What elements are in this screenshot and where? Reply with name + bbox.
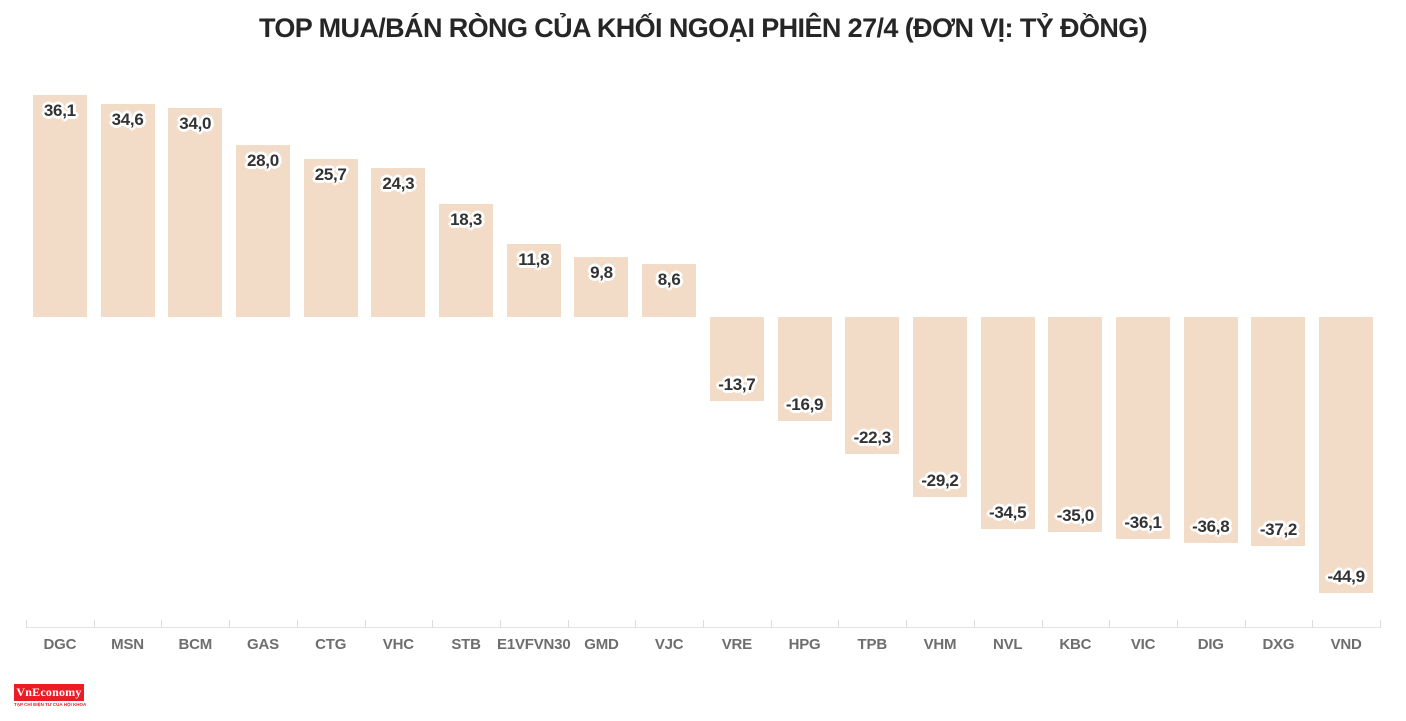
value-label-dgc: 36,1 — [43, 100, 76, 120]
bar-e1vfvn30 — [506, 244, 561, 317]
x-axis-tick — [229, 620, 231, 628]
category-label-tpb: TPB — [857, 636, 888, 653]
x-axis-tick — [1109, 620, 1111, 628]
bar-nvl — [980, 317, 1035, 530]
bar-dxg — [1251, 317, 1306, 546]
bar-tpb — [845, 317, 900, 455]
x-axis-tick — [770, 620, 772, 628]
category-label-vnd: VND — [1330, 636, 1362, 653]
value-label-vhc: 24,3 — [382, 173, 415, 193]
bar-gas — [235, 144, 290, 317]
category-label-e1vfvn30: E1VFVN30 — [497, 636, 571, 653]
category-label-stb: STB — [451, 636, 481, 653]
category-label-nvl: NVL — [992, 636, 1023, 653]
value-label-vhm: -29,2 — [921, 470, 959, 490]
value-label-vre: -13,7 — [718, 375, 756, 395]
x-axis-tick — [1041, 620, 1043, 628]
x-axis-tick — [1380, 620, 1381, 628]
bar-kbc — [1048, 317, 1103, 533]
bar-vre — [709, 317, 764, 402]
bar-vhm — [912, 317, 967, 497]
bar-gmd — [574, 256, 629, 317]
value-label-gas: 28,0 — [246, 150, 279, 170]
value-label-nvl: -34,5 — [989, 503, 1027, 523]
x-axis-tick — [93, 620, 95, 628]
value-label-e1vfvn30: 11,8 — [518, 250, 550, 270]
value-label-dxg: -37,2 — [1259, 519, 1298, 539]
value-label-bcm: 34,0 — [179, 113, 212, 133]
x-axis-tick — [567, 620, 569, 628]
category-label-vre: VRE — [721, 636, 752, 653]
vneconomy-logo-tagline: TẠP CHÍ ĐIỆN TỬ CỦA HỘI KHOA HỌC KINH TẾ… — [14, 702, 86, 707]
category-label-gmd: GMD — [584, 636, 619, 653]
x-axis-tick — [838, 620, 840, 628]
bar-stb — [439, 204, 494, 317]
value-label-kbc: -35,0 — [1056, 506, 1095, 526]
value-label-hpg: -16,9 — [785, 394, 824, 414]
category-label-kbc: KBC — [1059, 636, 1092, 653]
bar-ctg — [303, 158, 358, 317]
x-axis-tick — [1244, 620, 1246, 628]
bar-vhc — [371, 167, 426, 317]
x-axis-tick — [26, 620, 27, 628]
value-label-gmd: 9,8 — [590, 262, 613, 282]
value-label-vnd: -44,9 — [1327, 567, 1366, 587]
bar-bcm — [168, 107, 223, 317]
bar-vnd — [1319, 317, 1374, 594]
value-label-vjc: 8,6 — [657, 270, 681, 290]
bar-hpg — [777, 317, 832, 421]
x-axis-tick — [906, 620, 908, 628]
x-axis-tick — [296, 620, 298, 628]
bar-dgc — [32, 94, 87, 317]
x-axis-tick — [364, 620, 366, 628]
value-label-stb: 18,3 — [450, 210, 482, 230]
value-label-msn: 34,6 — [111, 110, 144, 130]
x-axis-tick — [703, 620, 704, 628]
category-label-vhm: VHM — [923, 636, 957, 653]
x-axis-tick — [161, 620, 163, 628]
x-axis-tick — [1176, 620, 1178, 628]
x-axis-tick — [432, 620, 434, 628]
category-label-msn: MSN — [111, 636, 144, 653]
x-axis-tick — [499, 620, 501, 628]
bar-msn — [100, 104, 155, 317]
vneconomy-logo-box: VnEconomy — [14, 684, 84, 701]
category-label-gas: GAS — [246, 636, 279, 653]
bar-dig — [1183, 317, 1238, 544]
value-label-vic: -36,1 — [1124, 513, 1162, 532]
category-label-dig: DIG — [1197, 636, 1224, 653]
category-label-vjc: VJC — [654, 636, 684, 653]
category-label-dxg: DXG — [1262, 636, 1295, 653]
bar-vic — [1116, 317, 1171, 539]
x-axis-tick — [973, 620, 975, 628]
category-label-vic: VIC — [1130, 636, 1156, 653]
category-label-ctg: CTG — [315, 636, 347, 653]
value-label-tpb: -22,3 — [853, 428, 892, 448]
chart-title: TOP MUA/BÁN RÒNG CỦA KHỐI NGOẠI PHIÊN 27… — [258, 13, 1148, 43]
bar-vjc — [642, 264, 697, 317]
category-label-bcm: BCM — [178, 636, 213, 653]
x-axis-tick — [635, 620, 637, 628]
x-axis-tick — [1312, 620, 1314, 628]
category-label-hpg: HPG — [788, 636, 821, 653]
category-label-dgc: DGC — [43, 636, 77, 653]
category-label-vhc: VHC — [382, 636, 414, 653]
value-label-ctg: 25,7 — [314, 164, 347, 184]
value-label-dig: -36,8 — [1192, 517, 1230, 537]
